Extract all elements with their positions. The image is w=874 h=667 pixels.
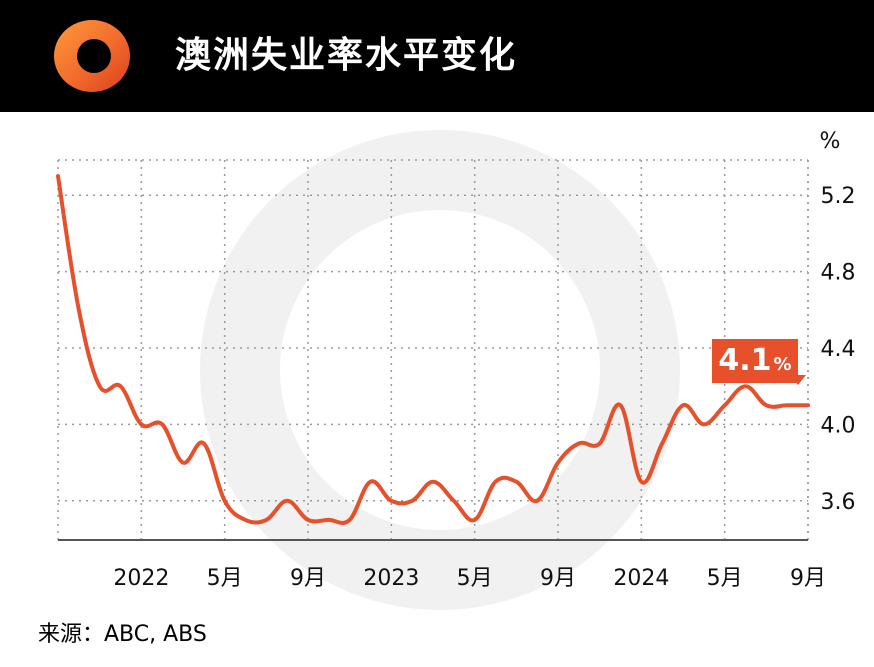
y-tick-label: 5.2 [821,184,856,209]
orange-ring-logo-icon [54,20,130,92]
x-tick-label: 5月 [457,566,493,591]
y-tick-label: 4.4 [821,337,856,362]
latest-value-box: 4.1 % [712,339,798,383]
page-title: 澳洲失业率水平变化 [175,35,518,76]
x-tick-label: 9月 [790,566,826,591]
source-note: 来源：ABC, ABS [38,622,207,647]
x-tick-label: 2024 [613,566,669,591]
badge-pointer [790,375,806,385]
x-tick-label: 9月 [290,566,326,591]
header-bar: 澳洲失业率水平变化 [0,0,874,112]
y-tick-label: 3.6 [821,490,856,515]
x-tick-label: 9月 [540,566,576,591]
x-tick-label: 2023 [363,566,419,591]
latest-unit: % [773,354,792,375]
x-tick-label: 5月 [207,566,243,591]
latest-value-badge: 4.1 % [712,339,806,385]
y-tick-label: 4.8 [821,261,856,286]
y-tick-labels: 5.2 4.8 4.4 4.0 3.6 [821,184,856,515]
series-line-unemployment [56,174,810,525]
x-tick-label: 2022 [113,566,169,591]
y-axis-unit-label: % [820,129,841,154]
latest-value: 4.1 [718,343,772,378]
unemployment-line-chart: 5.2 4.8 4.4 4.0 3.6 2022 5月 9月 2023 5月 9月 2024 5月 9月… [56,129,856,610]
series-line-layer [56,174,810,525]
watermark-ring-icon [200,130,680,610]
y-tick-label: 4.0 [821,413,856,438]
x-tick-labels: 2022 5月 9月 2023 5月 9月 2024 5月 9月 [113,566,826,591]
x-tick-label: 5月 [707,566,743,591]
